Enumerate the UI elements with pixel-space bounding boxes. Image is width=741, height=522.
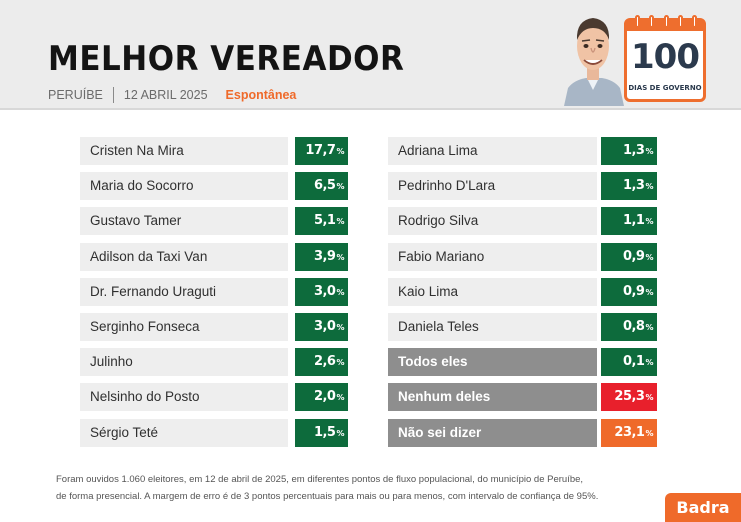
result-value-number: 0,1 <box>622 354 645 370</box>
calendar-ring-icon <box>677 15 683 28</box>
result-value-number: 17,7 <box>305 143 336 158</box>
survey-type-label: Espontânea <box>225 88 297 102</box>
result-name: Não sei dizer <box>388 418 597 447</box>
result-name: Julinho <box>80 348 288 377</box>
result-value-number: 25,3 <box>614 389 645 405</box>
result-name: Fabio Mariano <box>388 242 597 271</box>
percent-sign: % <box>336 147 344 156</box>
result-value-number: 6,5 <box>313 178 336 194</box>
date-label: 12 ABRIL 2025 <box>123 88 208 102</box>
result-name: Nelsinho do Posto <box>80 383 288 412</box>
percent-sign: % <box>645 322 653 332</box>
result-value: 1,3% <box>601 172 657 201</box>
methodology-note: Foram ouvidos 1.060 eleitores, em 12 de … <box>56 471 616 505</box>
percent-sign: % <box>336 358 344 368</box>
calendar-badge: 100 DIAS DE GOVERNO <box>624 15 706 102</box>
percent-sign: % <box>645 182 653 192</box>
percent-sign: % <box>336 322 344 332</box>
result-value: 0,9% <box>601 277 657 306</box>
result-value-number: 1,1 <box>622 213 645 229</box>
result-value: 3,0% <box>295 277 348 306</box>
percent-sign: % <box>645 287 653 297</box>
percent-sign: % <box>645 252 653 262</box>
result-name: Serginho Fonseca <box>80 312 288 341</box>
badge-number: 100 <box>631 37 700 77</box>
result-value-number: 0,9 <box>622 283 645 299</box>
result-value-number: 3,9 <box>313 248 336 264</box>
result-value: 0,8% <box>601 312 657 341</box>
result-value: 1,1% <box>601 207 657 236</box>
calendar-ring-icon <box>635 15 640 28</box>
result-value: 2,0% <box>295 383 348 412</box>
result-value-number: 1,5 <box>313 424 336 440</box>
result-value: 1,5% <box>295 418 348 447</box>
percent-sign: % <box>336 182 344 192</box>
badge-caption: DIAS DE GOVERNO <box>628 84 702 92</box>
result-name: Gustavo Tamer <box>80 207 288 236</box>
result-value-number: 5,1 <box>313 213 336 229</box>
methodology-line-1: Foram ouvidos 1.060 eleitores, em 12 de … <box>56 474 584 485</box>
brand-logo: Badra <box>665 493 741 522</box>
result-name: Dr. Fernando Uraguti <box>80 277 288 306</box>
methodology-line-2: de forma presencial. A margem de erro é … <box>56 491 599 502</box>
calendar-rings <box>635 15 697 28</box>
result-name: Nenhum deles <box>388 383 597 412</box>
result-value-number: 3,0 <box>313 318 336 334</box>
mayor-caricature-icon <box>564 18 624 106</box>
result-value: 6,5% <box>295 172 348 201</box>
result-value: 3,9% <box>295 242 348 271</box>
result-value-number: 3,0 <box>313 283 336 299</box>
percent-sign: % <box>645 428 653 438</box>
result-value: 17,7% <box>295 137 348 165</box>
result-value-number: 1,3 <box>622 143 645 158</box>
city-label: PERUÍBE <box>48 88 103 102</box>
header-divider <box>0 108 741 110</box>
result-value-number: 2,6 <box>313 354 336 370</box>
result-name: Sérgio Teté <box>80 418 288 447</box>
calendar-ring-icon <box>649 15 655 28</box>
result-value: 25,3% <box>601 383 657 412</box>
percent-sign: % <box>645 217 653 227</box>
percent-sign: % <box>336 217 344 227</box>
percent-sign: % <box>645 393 653 403</box>
calendar-ring-icon <box>663 15 669 28</box>
result-name: Rodrigo Silva <box>388 207 597 236</box>
result-value-number: 23,1 <box>614 424 645 440</box>
result-name: Daniela Teles <box>388 312 597 341</box>
result-name: Todos eles <box>388 348 597 377</box>
result-name: Adilson da Taxi Van <box>80 242 288 271</box>
result-value: 0,1% <box>601 348 657 377</box>
result-value: 1,3% <box>601 137 657 165</box>
result-value: 5,1% <box>295 207 348 236</box>
percent-sign: % <box>336 252 344 262</box>
subtitle-separator <box>112 87 114 103</box>
result-name: Maria do Socorro <box>80 172 288 201</box>
percent-sign: % <box>336 287 344 297</box>
percent-sign: % <box>645 358 653 368</box>
page-title: MELHOR VEREADOR <box>48 40 405 79</box>
calendar-ring-icon <box>692 15 697 28</box>
result-value-number: 2,0 <box>313 389 336 405</box>
result-name: Adriana Lima <box>388 137 597 165</box>
result-name: Kaio Lima <box>388 277 597 306</box>
result-value: 2,6% <box>295 348 348 377</box>
result-name: Pedrinho D'Lara <box>388 172 597 201</box>
percent-sign: % <box>645 147 653 156</box>
result-value: 3,0% <box>295 312 348 341</box>
result-value-number: 1,3 <box>622 178 645 194</box>
result-value: 23,1% <box>601 418 657 447</box>
percent-sign: % <box>336 428 344 438</box>
subtitle-row: PERUÍBE 12 ABRIL 2025 Espontânea <box>48 86 296 104</box>
result-value-number: 0,8 <box>622 318 645 334</box>
result-value-number: 0,9 <box>622 248 645 264</box>
percent-sign: % <box>336 393 344 403</box>
result-value: 0,9% <box>601 242 657 271</box>
result-name: Cristen Na Mira <box>80 137 288 165</box>
